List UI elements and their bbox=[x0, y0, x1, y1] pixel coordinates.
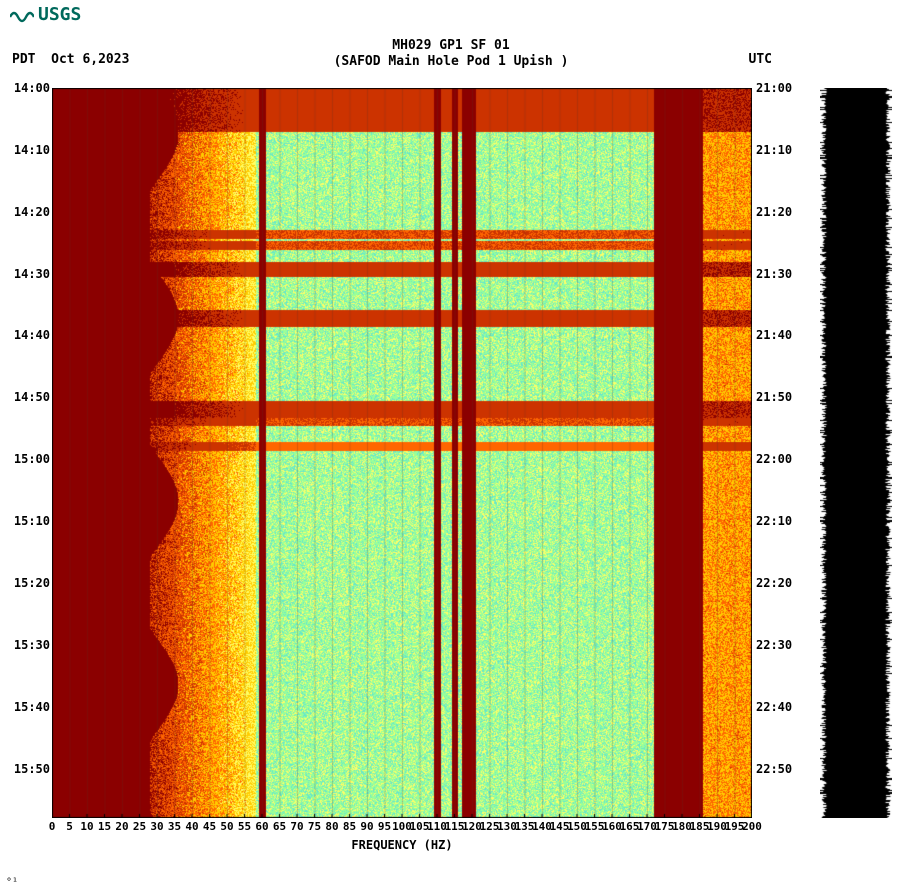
logo-text: USGS bbox=[38, 4, 81, 25]
x-tick: 30 bbox=[150, 820, 163, 833]
x-tick: 40 bbox=[185, 820, 198, 833]
left-tick: 14:40 bbox=[8, 328, 50, 342]
wave-icon bbox=[10, 7, 34, 23]
amplitude-strip bbox=[820, 88, 892, 818]
right-tick: 22:30 bbox=[756, 638, 802, 652]
x-axis-label: FREQUENCY (HZ) bbox=[52, 838, 752, 852]
date: Oct 6,2023 bbox=[51, 52, 129, 67]
right-tick: 22:00 bbox=[756, 452, 802, 466]
x-tick: 20 bbox=[115, 820, 128, 833]
x-tick: 60 bbox=[255, 820, 268, 833]
x-tick: 80 bbox=[325, 820, 338, 833]
spectrogram-canvas bbox=[52, 88, 752, 818]
x-tick: 75 bbox=[308, 820, 321, 833]
x-tick: 10 bbox=[80, 820, 93, 833]
x-tick: 45 bbox=[203, 820, 216, 833]
tz-right: UTC bbox=[749, 52, 772, 67]
footer-mark: °¹ bbox=[6, 877, 18, 888]
right-time-axis: 21:0021:1021:2021:3021:4021:5022:0022:10… bbox=[756, 88, 802, 818]
x-tick: 0 bbox=[49, 820, 56, 833]
x-tick: 5 bbox=[66, 820, 73, 833]
left-tick: 15:40 bbox=[8, 700, 50, 714]
tz-left: PDT bbox=[12, 52, 35, 67]
right-tick: 22:10 bbox=[756, 514, 802, 528]
right-tick: 21:00 bbox=[756, 81, 802, 95]
amplitude-canvas bbox=[820, 88, 892, 818]
left-tick: 14:00 bbox=[8, 81, 50, 95]
x-tick: 70 bbox=[290, 820, 303, 833]
frequency-axis: 0510152025303540455055606570758085909510… bbox=[52, 820, 752, 840]
x-tick: 55 bbox=[238, 820, 251, 833]
left-tick: 15:20 bbox=[8, 576, 50, 590]
x-tick: 25 bbox=[133, 820, 146, 833]
right-tick: 22:20 bbox=[756, 576, 802, 590]
x-tick: 90 bbox=[360, 820, 373, 833]
left-tick: 15:10 bbox=[8, 514, 50, 528]
left-tick: 15:00 bbox=[8, 452, 50, 466]
left-tick: 14:20 bbox=[8, 205, 50, 219]
right-tick: 22:50 bbox=[756, 762, 802, 776]
x-tick: 95 bbox=[378, 820, 391, 833]
right-tick: 21:20 bbox=[756, 205, 802, 219]
left-time-axis: 14:0014:1014:2014:3014:4014:5015:0015:10… bbox=[8, 88, 50, 818]
usgs-logo: USGS bbox=[10, 4, 81, 25]
left-tick: 14:10 bbox=[8, 143, 50, 157]
right-tick: 21:40 bbox=[756, 328, 802, 342]
right-tick: 21:10 bbox=[756, 143, 802, 157]
left-tick: 15:50 bbox=[8, 762, 50, 776]
spectrogram-plot bbox=[52, 88, 752, 818]
left-tick: 15:30 bbox=[8, 638, 50, 652]
right-tick: 21:30 bbox=[756, 267, 802, 281]
right-tick: 21:50 bbox=[756, 390, 802, 404]
left-tick: 14:30 bbox=[8, 267, 50, 281]
x-tick: 50 bbox=[220, 820, 233, 833]
x-tick: 15 bbox=[98, 820, 111, 833]
x-tick: 35 bbox=[168, 820, 181, 833]
x-tick: 200 bbox=[742, 820, 762, 833]
date-label: PDT Oct 6,2023 bbox=[12, 52, 129, 67]
x-tick: 85 bbox=[343, 820, 356, 833]
right-tick: 22:40 bbox=[756, 700, 802, 714]
x-tick: 65 bbox=[273, 820, 286, 833]
left-tick: 14:50 bbox=[8, 390, 50, 404]
